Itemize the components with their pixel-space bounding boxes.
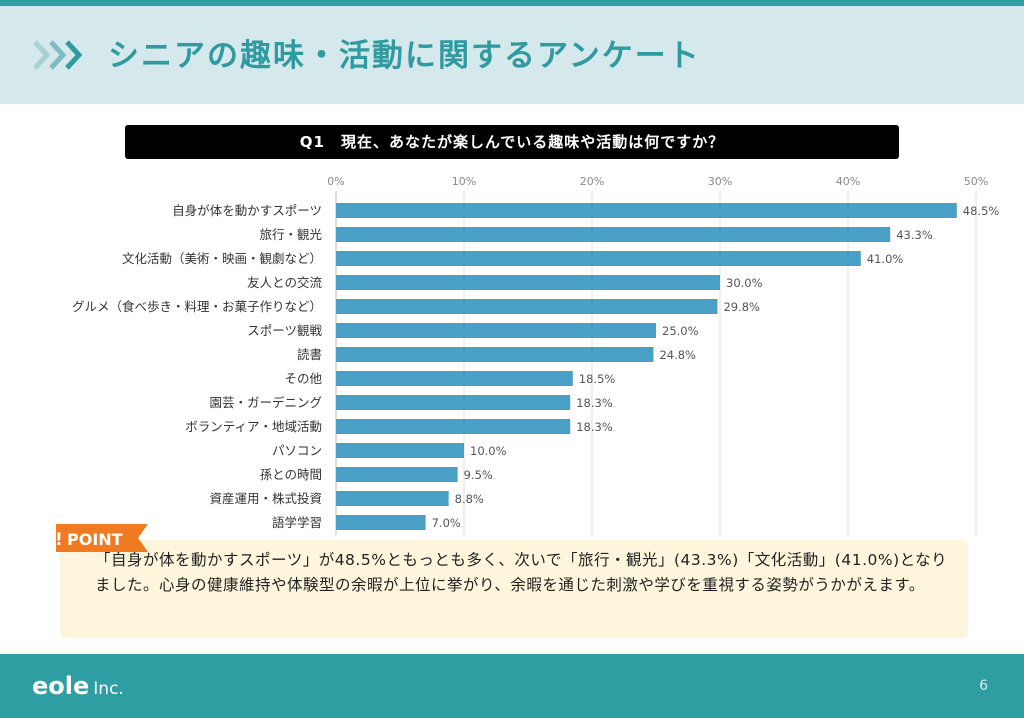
page-number: 6 bbox=[979, 678, 988, 694]
point-tag: ! POINT bbox=[55, 524, 148, 552]
category-label: 資産運用・株式投資 bbox=[209, 491, 322, 506]
value-label: 29.8% bbox=[723, 300, 760, 314]
bar bbox=[336, 275, 720, 290]
x-tick-label: 20% bbox=[580, 175, 604, 188]
value-label: 18.3% bbox=[576, 420, 613, 434]
value-label: 9.5% bbox=[464, 468, 493, 482]
bar bbox=[336, 515, 426, 530]
category-label: 語学学習 bbox=[272, 515, 322, 530]
value-label: 7.0% bbox=[432, 516, 461, 530]
logo-suffix: Inc. bbox=[93, 679, 124, 699]
bar bbox=[336, 251, 861, 266]
x-tick-label: 50% bbox=[964, 175, 988, 188]
bar bbox=[336, 227, 891, 242]
point-box bbox=[60, 540, 968, 638]
exclamation-icon: ! bbox=[55, 530, 63, 550]
category-label: 自身が体を動かすスポーツ bbox=[172, 203, 322, 218]
category-label: スポーツ観戦 bbox=[247, 323, 322, 338]
value-label: 24.8% bbox=[659, 348, 696, 362]
bar bbox=[336, 371, 573, 386]
logo-text: eole bbox=[32, 672, 90, 700]
value-label: 41.0% bbox=[867, 252, 904, 266]
bar-chart: 0% 10% 20% 30% 40% 50% 自身が体を動かすスポーツ 48.5% 旅行・観光 4… bbox=[72, 175, 1000, 535]
triple-chevron-right-icon bbox=[33, 40, 83, 70]
category-label: 園芸・ガーデニング bbox=[209, 395, 322, 410]
value-label: 18.5% bbox=[579, 372, 616, 386]
footer-band bbox=[0, 654, 1024, 718]
bar bbox=[336, 467, 458, 482]
point-text: 「自身が体を動かすスポーツ」が48.5%ともっとも多く、次いで「旅行・観光」(4… bbox=[95, 551, 948, 594]
category-label: その他 bbox=[284, 371, 322, 386]
bar bbox=[336, 443, 464, 458]
x-tick-label: 40% bbox=[836, 175, 860, 188]
category-label: 友人との交流 bbox=[247, 275, 322, 290]
bar bbox=[336, 419, 571, 434]
bar bbox=[336, 203, 957, 218]
value-label: 8.8% bbox=[455, 492, 484, 506]
value-label: 10.0% bbox=[470, 444, 507, 458]
page-title: シニアの趣味・活動に関するアンケート bbox=[108, 38, 701, 74]
category-label: パソコン bbox=[272, 443, 322, 458]
top-accent-bar bbox=[0, 0, 1024, 6]
point-tag-label: POINT bbox=[67, 530, 123, 549]
bar bbox=[336, 323, 656, 338]
category-label: 読書 bbox=[297, 347, 322, 362]
company-logo: eole Inc. bbox=[32, 672, 124, 700]
value-label: 43.3% bbox=[896, 228, 933, 242]
value-label: 30.0% bbox=[726, 276, 763, 290]
value-label: 25.0% bbox=[662, 324, 699, 338]
value-label: 18.3% bbox=[576, 396, 613, 410]
category-label: グルメ（食べ歩き・料理・お菓子作りなど） bbox=[72, 299, 322, 314]
x-tick-label: 0% bbox=[327, 175, 344, 188]
bar bbox=[336, 347, 654, 362]
category-label: 旅行・観光 bbox=[259, 227, 322, 242]
value-label: 48.5% bbox=[963, 204, 1000, 218]
x-tick-label: 10% bbox=[452, 175, 476, 188]
bar bbox=[336, 491, 449, 506]
header-band bbox=[0, 6, 1024, 104]
bar bbox=[336, 299, 718, 314]
x-tick-label: 30% bbox=[708, 175, 732, 188]
bar bbox=[336, 395, 571, 410]
question-banner: Q1 現在、あなたが楽しんでいる趣味や活動は何ですか？ bbox=[125, 125, 899, 159]
category-label: 文化活動（美術・映画・観劇など） bbox=[122, 251, 322, 266]
category-label: ボランティア・地域活動 bbox=[185, 419, 322, 434]
category-label: 孫との時間 bbox=[260, 467, 322, 482]
